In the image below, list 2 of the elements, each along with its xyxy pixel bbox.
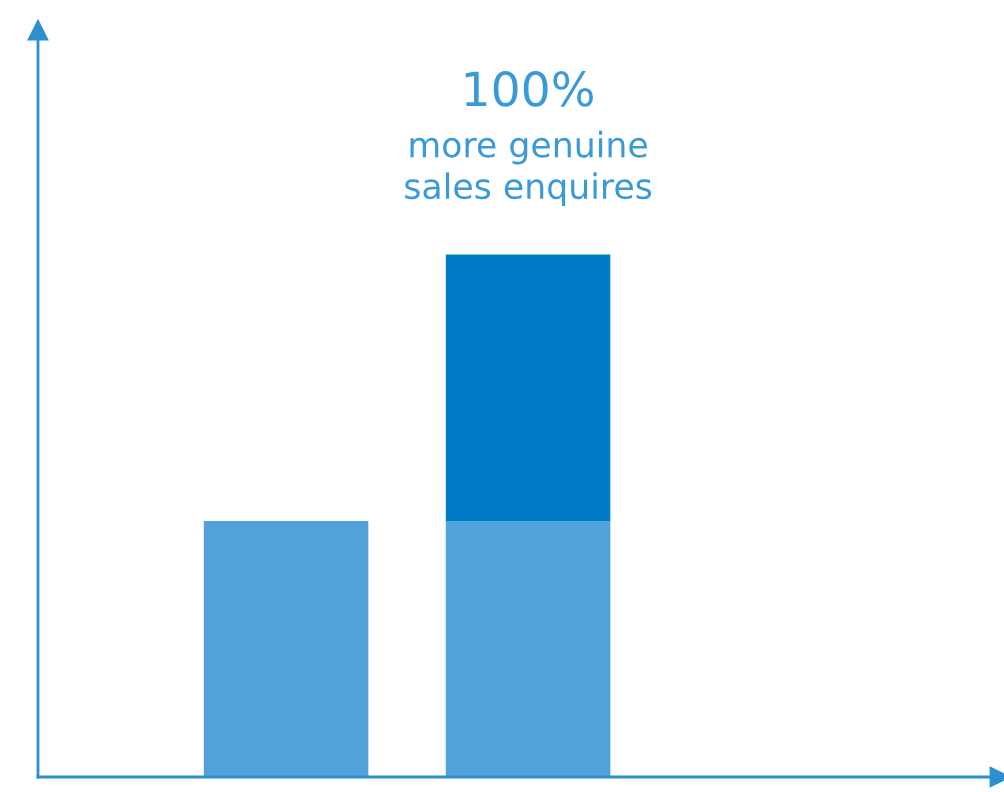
text: 100% [465,71,593,107]
text: more genuine sales enquires [405,130,652,206]
